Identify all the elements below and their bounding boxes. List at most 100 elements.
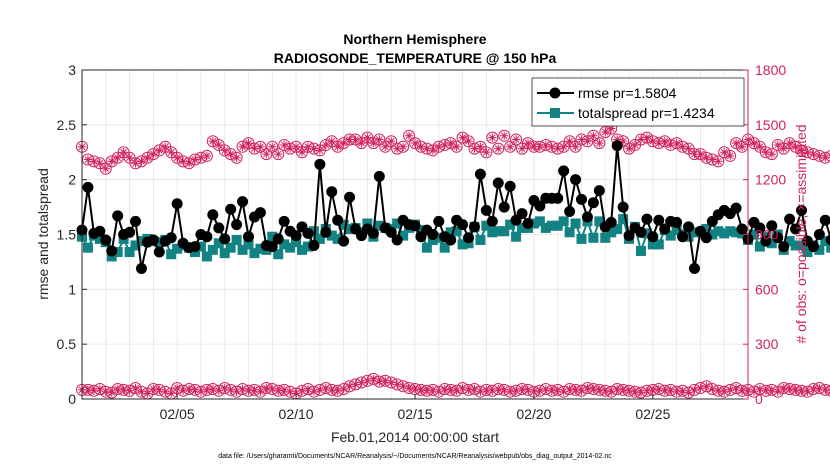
x-tick-label: 02/25	[635, 406, 670, 422]
obs-assimilated-lower-star	[203, 386, 211, 394]
obs-assimilated-upper-star	[84, 155, 92, 163]
obs-assimilated-lower-star	[161, 387, 169, 395]
obs-assimilated-upper-star	[554, 144, 562, 152]
rmse-point	[344, 192, 355, 203]
rmse-point	[112, 210, 123, 221]
obs-assimilated-lower-star	[113, 385, 121, 393]
obs-assimilated-lower-star	[322, 384, 330, 392]
obs-assimilated-upper-star	[155, 146, 163, 154]
obs-assimilated-upper-star	[655, 139, 663, 147]
obs-assimilated-lower-star	[316, 386, 324, 394]
y-tick-label-left: 2.5	[57, 117, 77, 133]
obs-assimilated-upper-star	[661, 137, 669, 145]
obs-assimilated-lower-star	[209, 385, 217, 393]
obs-assimilated-lower-star	[524, 386, 532, 394]
rmse-point	[606, 217, 617, 228]
obs-assimilated-upper-star	[375, 135, 383, 143]
obs-assimilated-lower-star	[696, 384, 704, 392]
rmse-point	[82, 182, 93, 193]
totalspread-point	[83, 243, 93, 253]
rmse-point	[279, 216, 290, 227]
rmse-point	[427, 229, 438, 240]
rmse-point	[469, 221, 480, 232]
rmse-point	[148, 234, 159, 245]
obs-assimilated-upper-star	[714, 157, 722, 165]
legend-marker-rmse	[550, 88, 561, 99]
rmse-point	[778, 241, 789, 252]
obs-assimilated-upper-star	[637, 135, 645, 143]
footnote: data file: /Users/gharamti/Documents/NCA…	[218, 453, 612, 460]
rmse-point	[582, 211, 593, 222]
x-axis-label: Feb.01,2014 00:00:00 start	[331, 429, 499, 445]
obs-assimilated-upper-star	[339, 139, 347, 147]
obs-assimilated-lower-star	[571, 386, 579, 394]
rmse-point	[457, 219, 468, 230]
obs-assimilated-lower-star	[131, 384, 139, 392]
totalspread-point	[636, 246, 646, 256]
obs-assimilated-lower-star	[583, 384, 591, 392]
obs-assimilated-upper-star	[268, 143, 276, 151]
y-tick-label-left: 0.5	[57, 336, 77, 352]
obs-assimilated-lower-star	[446, 386, 454, 394]
obs-assimilated-upper-star	[429, 146, 437, 154]
rmse-point	[326, 186, 337, 197]
rmse-point	[505, 181, 516, 192]
obs-assimilated-upper-star	[601, 128, 609, 136]
obs-assimilated-upper-star	[446, 139, 454, 147]
obs-assimilated-lower-star	[119, 386, 127, 394]
rmse-point	[136, 263, 147, 274]
obs-assimilated-lower-star	[90, 387, 98, 395]
rmse-point	[225, 204, 236, 215]
y-tick-label-left: 0	[68, 391, 76, 407]
obs-assimilated-lower-star	[458, 384, 466, 392]
rmse-point	[124, 227, 135, 238]
obs-assimilated-lower-star	[298, 387, 306, 395]
obs-assimilated-lower-star	[310, 387, 318, 395]
obs-assimilated-lower-star	[441, 385, 449, 393]
obs-assimilated-upper-star	[643, 133, 651, 141]
obs-assimilated-lower-star	[815, 384, 823, 392]
y-tick-label-left: 2	[68, 172, 76, 188]
obs-assimilated-upper-star	[256, 143, 264, 151]
rmse-point	[237, 196, 248, 207]
obs-assimilated-upper-star	[542, 141, 550, 149]
obs-assimilated-lower-star	[429, 386, 437, 394]
obs-assimilated-upper-star	[333, 143, 341, 151]
obs-assimilated-lower-star	[661, 387, 669, 395]
obs-assimilated-upper-star	[149, 150, 157, 158]
y-tick-label-right: 1500	[755, 117, 786, 133]
obs-assimilated-lower-star	[690, 386, 698, 394]
rmse-point	[481, 205, 492, 216]
obs-assimilated-lower-star	[262, 384, 270, 392]
rmse-point	[701, 232, 712, 243]
obs-assimilated-upper-star	[137, 157, 145, 165]
obs-assimilated-upper-star	[102, 165, 110, 173]
obs-assimilated-upper-star	[762, 148, 770, 156]
rmse-point	[219, 233, 230, 244]
obs-assimilated-upper-star	[821, 154, 829, 162]
obs-assimilated-lower-star	[250, 386, 258, 394]
obs-assimilated-lower-star	[643, 387, 651, 395]
obs-assimilated-lower-star	[268, 385, 276, 393]
rmse-point	[677, 231, 688, 242]
totalspread-point	[571, 219, 581, 229]
obs-assimilated-lower-star	[768, 386, 776, 394]
totalspread-point	[588, 233, 598, 243]
rmse-point	[172, 198, 183, 209]
rmse-point	[243, 231, 254, 242]
obs-assimilated-upper-star	[232, 154, 240, 162]
obs-assimilated-upper-star	[191, 155, 199, 163]
rmse-point	[588, 197, 599, 208]
rmse-point	[213, 222, 224, 233]
obs-assimilated-upper-star	[738, 143, 746, 151]
obs-assimilated-lower-star	[238, 385, 246, 393]
obs-assimilated-lower-star	[143, 389, 151, 397]
obs-assimilated-upper-star	[179, 157, 187, 165]
obs-assimilated-lower-star	[785, 385, 793, 393]
obs-assimilated-upper-star	[494, 144, 502, 152]
x-tick-label: 02/05	[160, 406, 195, 422]
rmse-point	[552, 193, 563, 204]
obs-assimilated-upper-star	[702, 154, 710, 162]
obs-assimilated-upper-star	[274, 150, 282, 158]
obs-assimilated-upper-star	[708, 155, 716, 163]
